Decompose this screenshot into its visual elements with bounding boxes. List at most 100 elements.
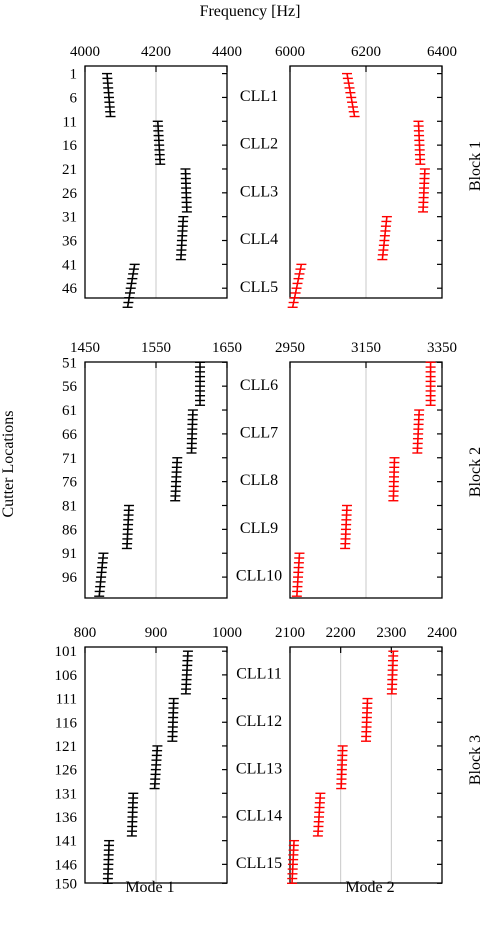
cll-label-cll4: CLL4 xyxy=(240,231,278,248)
series-line xyxy=(391,651,395,694)
block-label-3: Block 3 xyxy=(467,735,484,785)
y-tick-label: 96 xyxy=(62,570,78,586)
y-tick-label: 56 xyxy=(62,379,78,395)
x-tick-label: 3150 xyxy=(351,340,381,356)
y-tick-label: 36 xyxy=(62,234,78,250)
series-line xyxy=(417,121,422,165)
series-line xyxy=(153,745,159,789)
y-tick-label: 126 xyxy=(55,763,78,779)
cll-label-cll12: CLL12 xyxy=(236,713,282,730)
bottom-label-mode2: Mode 2 xyxy=(345,879,394,896)
cll-label-cll14: CLL14 xyxy=(236,808,282,825)
x-tick-label: 2100 xyxy=(275,625,305,641)
series-line xyxy=(174,457,179,501)
series-cll10 xyxy=(291,552,305,597)
series-line xyxy=(131,793,135,836)
y-tick-label: 136 xyxy=(55,810,78,826)
series-line xyxy=(126,264,136,308)
series-line xyxy=(346,73,356,117)
series-cll10 xyxy=(94,552,109,597)
series-cll13 xyxy=(336,745,348,790)
y-tick-label: 101 xyxy=(55,644,78,660)
y-tick-label: 11 xyxy=(63,114,77,130)
y-tick-label: 1 xyxy=(70,67,78,83)
series-cll3 xyxy=(180,168,192,213)
x-tick-label: 4000 xyxy=(70,44,100,60)
x-tick-label: 800 xyxy=(74,625,97,641)
cll-label-cll1: CLL1 xyxy=(240,88,278,105)
y-tick-label: 76 xyxy=(62,475,78,491)
series-line xyxy=(106,73,112,117)
y-tick-label: 141 xyxy=(55,834,78,850)
series-cll8 xyxy=(170,457,183,502)
series-cll5 xyxy=(287,263,307,308)
series-line xyxy=(185,651,189,694)
series-cll6 xyxy=(195,361,206,406)
y-tick-label: 51 xyxy=(62,355,77,371)
y-tick-label: 116 xyxy=(55,715,77,731)
series-line xyxy=(365,698,369,742)
series-cll11 xyxy=(180,650,193,695)
series-cll13 xyxy=(149,745,163,790)
series-cll15 xyxy=(287,839,300,884)
series-line xyxy=(317,793,322,836)
x-tick-label: 6200 xyxy=(351,44,381,60)
x-tick-label: 2300 xyxy=(376,625,406,641)
cll-label-cll8: CLL8 xyxy=(240,472,278,489)
x-tick-label: 1550 xyxy=(141,340,171,356)
y-tick-label: 6 xyxy=(70,90,78,106)
y-tick-label: 106 xyxy=(55,668,78,684)
panel-2-mode2: 2950 3150 3350 xyxy=(275,340,457,599)
series-cll1 xyxy=(102,72,116,118)
series-line xyxy=(340,745,344,789)
cll-label-cll2: CLL2 xyxy=(240,136,278,153)
y-tick-label: 61 xyxy=(62,403,77,419)
series-cll2 xyxy=(152,120,166,165)
x-tick-label: 6400 xyxy=(427,44,457,60)
series-line xyxy=(416,409,420,454)
y-axis-title: Cutter Locations xyxy=(0,410,17,517)
y-tick-label: 46 xyxy=(62,281,78,297)
series-cll14 xyxy=(312,792,326,837)
series-line xyxy=(291,840,295,884)
series-line xyxy=(344,505,348,549)
x-tick-label: 1450 xyxy=(70,340,100,356)
y-tick-label: 111 xyxy=(56,692,77,708)
series-line xyxy=(291,264,303,308)
series-line xyxy=(392,457,396,501)
cll-label-cll13: CLL13 xyxy=(236,760,282,777)
y-tick-label: 71 xyxy=(62,451,77,467)
series-cll12 xyxy=(167,697,179,742)
x-tick-label: 4400 xyxy=(212,44,242,60)
cll-label-cll9: CLL9 xyxy=(240,520,278,537)
series-line xyxy=(98,553,105,597)
cll-label-cll11: CLL11 xyxy=(236,666,282,683)
series-cll14 xyxy=(126,792,139,837)
y-tick-label: 86 xyxy=(62,522,78,538)
series-cll11 xyxy=(386,650,399,695)
y-tick-label: 150 xyxy=(55,876,78,892)
series-line xyxy=(422,168,426,212)
x-tick-label: 1650 xyxy=(212,340,242,356)
series-cll1 xyxy=(342,72,360,118)
cll-label-cll7: CLL7 xyxy=(240,425,278,442)
cll-label-cll3: CLL3 xyxy=(240,183,278,200)
y-tick-label: 31 xyxy=(62,210,77,226)
series-line xyxy=(381,216,388,260)
series-cll15 xyxy=(102,839,115,884)
block-label-1: Block 1 xyxy=(467,141,484,191)
series-line xyxy=(180,216,185,260)
series-cll5 xyxy=(122,263,140,308)
block-label-2: Block 2 xyxy=(467,447,484,497)
series-cll2 xyxy=(413,120,426,165)
panel-1-mode2: 6000 6200 6400 xyxy=(275,44,457,308)
chart-panels: 4000 4200 4400161116212631364146CLL1CLL2CL… xyxy=(55,44,458,892)
series-cll7 xyxy=(412,409,425,454)
y-tick-label: 81 xyxy=(62,499,77,515)
x-tick-label: 1000 xyxy=(212,625,242,641)
series-line xyxy=(126,505,130,549)
series-cll4 xyxy=(377,215,392,261)
y-tick-label: 146 xyxy=(55,857,78,873)
